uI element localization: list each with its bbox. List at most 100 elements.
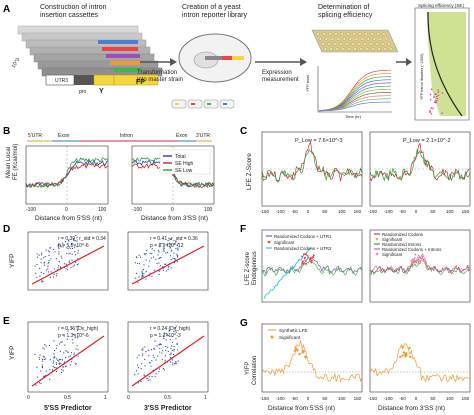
- e2-point: [144, 346, 146, 348]
- f-sig-point: [309, 259, 312, 262]
- d1-point: [60, 246, 62, 248]
- e2-point: [155, 359, 157, 361]
- d1-point: [48, 254, 50, 256]
- e1-point: [34, 353, 36, 355]
- d1-point: [43, 257, 45, 259]
- d1-point: [66, 269, 68, 271]
- d1-point: [71, 248, 73, 250]
- e1-point: [43, 356, 45, 358]
- panel-d-letter: D: [3, 224, 10, 235]
- d1-point: [73, 240, 75, 242]
- e1-point: [54, 357, 56, 359]
- d2-point: [172, 258, 174, 260]
- d1-point: [42, 281, 44, 283]
- e2-point: [137, 373, 139, 375]
- g-sig-point: [401, 345, 404, 349]
- plate-well: [353, 47, 357, 51]
- transform-line1: Transformation: [137, 70, 177, 76]
- d2-point: [141, 270, 143, 272]
- d1-point: [73, 264, 75, 266]
- d2-point: [167, 240, 169, 242]
- e2-point: [161, 352, 163, 354]
- g-sig-point: [293, 349, 297, 352]
- e1-point: [60, 341, 62, 343]
- d1-point: [43, 264, 45, 266]
- c-tick-left: -50: [291, 209, 298, 214]
- plate-well: [336, 37, 340, 41]
- b-tick-1c: 100: [98, 207, 107, 213]
- plate-well: [364, 32, 368, 36]
- e1-point: [77, 333, 79, 335]
- e2-point: [163, 337, 165, 339]
- e2-point: [152, 369, 154, 371]
- d1-point: [54, 251, 56, 253]
- e2-point: [148, 362, 150, 364]
- d1-point: [68, 253, 70, 255]
- step3-line1: Determination of: [318, 4, 369, 11]
- d2-point: [149, 260, 151, 262]
- d2-point: [162, 266, 164, 268]
- d1-point: [56, 273, 58, 275]
- e2-point: [144, 358, 146, 360]
- d1-point: [64, 263, 66, 265]
- d1-point: [68, 260, 70, 262]
- d2-point: [143, 253, 145, 255]
- d2-point: [153, 269, 155, 271]
- d1-point: [65, 268, 67, 270]
- se-outlier: [430, 112, 433, 115]
- d1-point: [74, 251, 76, 253]
- e-xlabel1: 5'SS Predictor: [44, 405, 92, 412]
- e2-point: [146, 378, 148, 380]
- panel-g: G YIFP Correlation Synthetic LFE Signifi…: [240, 318, 471, 412]
- e1-point: [62, 366, 64, 368]
- e1-point: [55, 371, 57, 373]
- plate-well: [363, 42, 367, 46]
- f-leg2-3: Randomized Codons + Introns: [382, 247, 442, 252]
- g-tick-right: 50: [430, 396, 436, 401]
- f-sig-point2: [419, 259, 422, 262]
- e1-point: [71, 361, 73, 363]
- b-xlabel2: Distance from 3'SS (nt): [141, 215, 208, 222]
- e2-point: [158, 368, 160, 370]
- e2-point: [151, 376, 153, 378]
- d2-point: [157, 249, 159, 251]
- e2-point: [155, 373, 157, 375]
- e1-point: [71, 358, 73, 360]
- d1-point: [41, 252, 43, 254]
- f-leg2-0: Randomized Codons: [382, 232, 424, 237]
- d1-point: [47, 263, 49, 265]
- d-ylabel: YIFP: [9, 254, 16, 268]
- e1-point: [77, 325, 79, 327]
- e2-point: [143, 374, 145, 376]
- plate-well: [334, 32, 338, 36]
- e1-point: [58, 363, 60, 365]
- e2-point: [164, 332, 166, 334]
- d1-point: [58, 244, 60, 246]
- e1-point: [56, 362, 58, 364]
- b-tick-1b: 0: [65, 207, 68, 213]
- d1-point: [62, 242, 64, 244]
- e2-point: [165, 349, 167, 351]
- e2-point: [169, 329, 171, 331]
- e2-point: [153, 348, 155, 350]
- d2-point: [138, 276, 140, 278]
- d1-point: [66, 247, 68, 249]
- c-tick-right: 50: [430, 209, 436, 214]
- e1-point: [54, 356, 56, 358]
- e2-point: [150, 365, 152, 367]
- d2-point: [155, 258, 157, 260]
- g-legend: Synthetic LFE Significant: [268, 328, 308, 340]
- f-sig-point: [301, 260, 304, 263]
- plate-well: [357, 42, 361, 46]
- e1-point: [39, 354, 41, 356]
- d1-point: [69, 248, 71, 250]
- step1-line1: Construction of intron: [40, 4, 107, 11]
- e2-point: [170, 352, 172, 354]
- g-sig-point: [401, 354, 404, 357]
- f-sig-point2: [410, 262, 413, 265]
- d1-point: [58, 253, 60, 255]
- e1-point: [43, 375, 45, 377]
- plate-well: [369, 42, 373, 46]
- d2-point: [170, 250, 172, 252]
- f-sig-point: [305, 253, 308, 256]
